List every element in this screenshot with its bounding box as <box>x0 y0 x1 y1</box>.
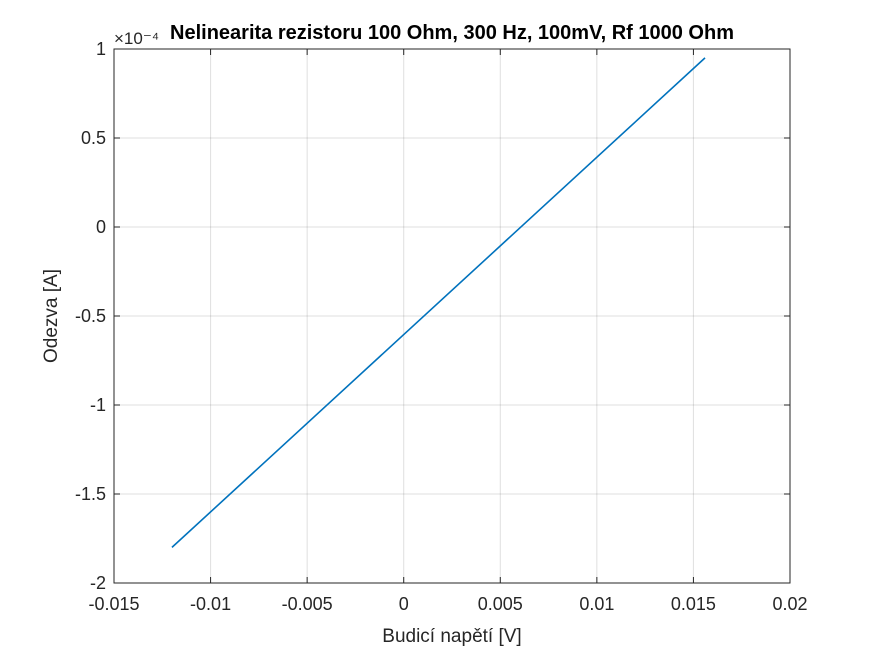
series-line <box>171 57 706 548</box>
x-tick-label: 0.015 <box>671 594 716 614</box>
x-tick-label: -0.005 <box>282 594 333 614</box>
y-tick-label: -1.5 <box>75 484 106 504</box>
chart-title: Nelinearita rezistoru 100 Ohm, 300 Hz, 1… <box>170 22 734 44</box>
y-tick-label: 1 <box>96 39 106 59</box>
plot-area-background <box>114 49 790 583</box>
x-tick-label: 0.01 <box>579 594 614 614</box>
y-tick-labels: -2 -1.5 -1 -0.5 0 0.5 1 <box>75 39 106 593</box>
y-tick-label: -1 <box>90 395 106 415</box>
y-tick-label: 0.5 <box>81 128 106 148</box>
x-tick-label: 0.02 <box>772 594 807 614</box>
y-tick-label: -0.5 <box>75 306 106 326</box>
x-tick-label: 0 <box>399 594 409 614</box>
x-axis-label: Budicí napětí [V] <box>382 626 521 647</box>
y-axis-exponent: ×10⁻⁴ <box>114 29 159 48</box>
axis-ticks <box>113 48 791 584</box>
y-tick-label: -2 <box>90 573 106 593</box>
y-axis-label: Odezva [A] <box>41 269 62 363</box>
y-tick-label: 0 <box>96 217 106 237</box>
x-tick-label: -0.01 <box>190 594 231 614</box>
x-tick-label: -0.015 <box>88 594 139 614</box>
x-tick-labels: -0.015 -0.01 -0.005 0 0.005 0.01 0.015 0.02 <box>88 594 807 614</box>
x-tick-label: 0.005 <box>478 594 523 614</box>
series-layer <box>171 57 706 548</box>
